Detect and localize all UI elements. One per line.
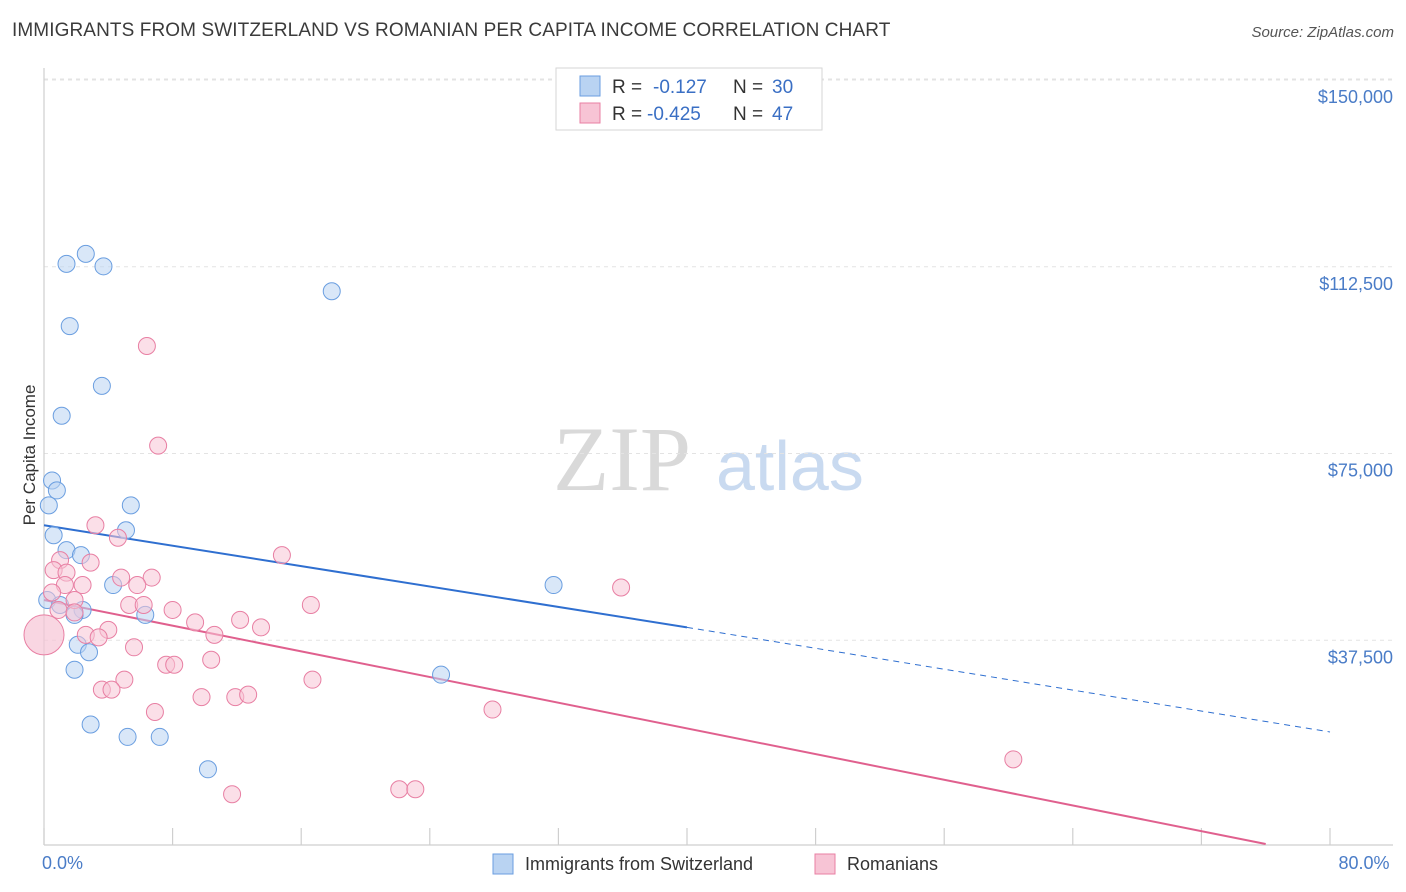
point-romanians-0 [137,337,156,355]
x-tick-label-0: 0.0% [42,853,83,873]
bottom-legend-label-switzerland: Immigrants from Switzerland [525,854,753,874]
point-romanians-41 [239,685,258,704]
x-tick-label-1: 80.0% [1338,853,1389,873]
point-romanians-4 [272,546,291,565]
point-switzerland-10 [121,496,140,515]
legend-n-value-2: 47 [772,104,793,125]
point-romanians-9 [112,568,131,587]
point-switzerland-0 [57,254,76,273]
point-switzerland-1 [76,244,95,263]
point-switzerland-29 [198,760,217,779]
point-switzerland-2 [94,257,113,276]
y-tick-label-1: $75,000 [1328,461,1393,481]
y-tick-label-2: $112,500 [1319,274,1393,294]
point-switzerland-8 [47,481,66,500]
point-switzerland-11 [44,526,63,545]
legend-n-value-1: 30 [772,77,793,98]
legend-n-label-1: N = [733,77,763,98]
gridlines [44,78,1393,641]
trend-line-switzerland [43,524,688,629]
point-switzerland-26 [81,715,100,734]
point-romanians-12 [73,576,92,595]
point-romanians-6 [81,553,100,572]
point-romanians-34 [165,655,184,674]
point-switzerland-28 [150,727,169,746]
point-romanians-35 [115,670,134,689]
point-romanians-10 [142,568,161,587]
point-romanians-39 [192,688,211,707]
point-switzerland-27 [118,727,137,746]
point-romanians-29 [89,628,108,647]
point-romanians-32 [202,650,221,669]
point-romanians-46 [406,780,425,799]
point-switzerland-4 [322,282,341,301]
point-romanians-18 [134,595,153,614]
point-romanians-14 [612,578,631,597]
point-romanians-45 [390,780,409,799]
chart-source: Source: ZipAtlas.com [1251,24,1394,41]
point-romanians-24 [186,613,205,632]
legend-swatch-switzerland [579,75,601,97]
legend-swatch-romanians [579,102,601,124]
point-romanians-2 [86,516,105,535]
point-romanians-30 [205,625,224,644]
point-romanians-21 [163,600,182,619]
point-romanians-36 [303,670,322,689]
point-switzerland-5 [92,376,111,395]
point-romanians-38 [102,680,121,699]
watermark-zip: ZIP [553,408,691,510]
point-romanians-27 [23,614,65,656]
point-romanians-1 [149,436,168,455]
bottom-legend-swatch-switzerland [492,853,514,875]
y-tick-label-0: $37,500 [1328,647,1393,667]
point-romanians-22 [65,603,84,622]
point-switzerland-3 [60,317,79,336]
point-romanians-13 [128,576,147,595]
point-romanians-20 [49,600,68,619]
point-switzerland-6 [52,406,71,425]
point-romanians-47 [223,785,242,804]
watermark-atlas: atlas [716,427,864,505]
correlation-legend: R = -0.127 N = 30 R = -0.425 N = 47 [555,67,823,131]
y-tick-label-3: $150,000 [1318,87,1393,107]
point-switzerland-24 [65,660,84,679]
point-switzerland-25 [432,665,451,684]
trend-line-romanians [43,598,1266,845]
point-romanians-31 [125,638,144,657]
legend-n-label-2: N = [733,104,763,125]
legend-r-value-1: -0.127 [653,77,707,98]
axes: $37,500 $75,000 $112,500 $150,000 0.0% 80.0% [42,68,1393,873]
legend-r-label-1: R = [612,77,642,98]
series-legend: Immigrants from Switzerland Romanians [492,853,938,875]
legend-r-value-2: -0.425 [647,104,701,125]
point-switzerland-23 [80,643,99,662]
point-romanians-3 [108,528,127,547]
point-romanians-43 [483,700,502,719]
point-switzerland-16 [544,576,563,595]
point-switzerland-9 [39,496,58,515]
point-romanians-19 [301,595,320,614]
chart-title: IMMIGRANTS FROM SWITZERLAND VS ROMANIAN … [12,20,891,41]
trend-line-switzerland-extension [686,626,1331,733]
point-romanians-23 [231,610,250,629]
legend-r-label-2: R = [612,104,642,125]
bottom-legend-swatch-romanians [814,853,836,875]
bottom-legend-label-romanians: Romanians [847,854,938,874]
y-axis-label: Per Capita Income [20,385,39,526]
data-points [23,244,1023,804]
trend-lines [43,524,1331,845]
point-romanians-44 [1004,750,1023,769]
point-romanians-25 [252,618,271,637]
point-romanians-15 [43,583,62,602]
point-romanians-42 [145,703,164,722]
